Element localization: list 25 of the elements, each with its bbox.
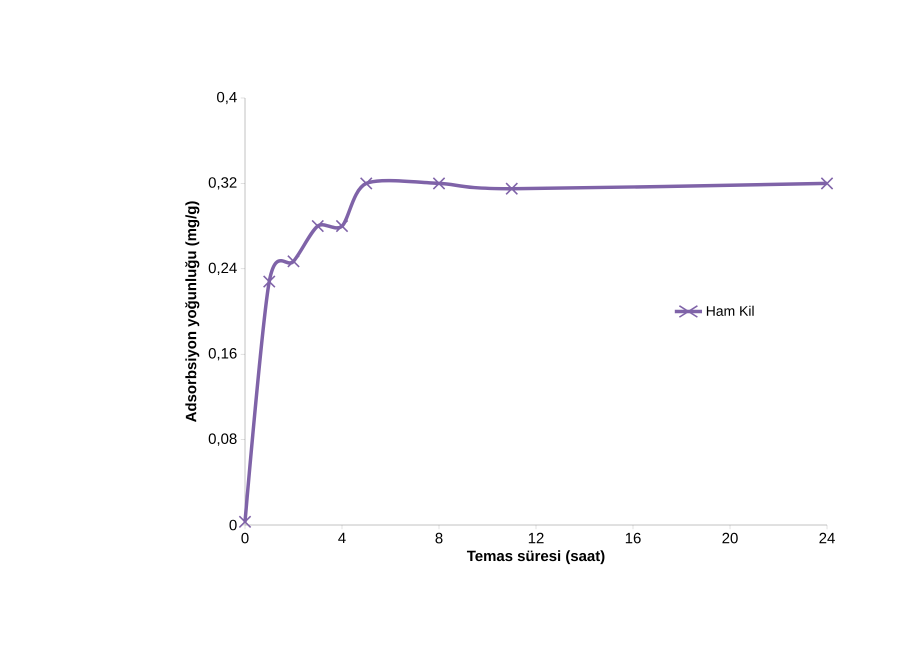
- point: [336, 220, 348, 233]
- legend-label: Ham Kil: [706, 306, 754, 316]
- y-tick-label: 0,24: [208, 262, 237, 275]
- point: [311, 220, 324, 233]
- x-tick-label: 20: [722, 532, 738, 544]
- y-axis-title: Adsorbsiyon yoğunluğu (mg/g): [185, 201, 200, 422]
- point: [505, 182, 518, 196]
- point: [287, 254, 300, 268]
- point: [820, 176, 834, 190]
- x-tick-label: 12: [528, 532, 544, 544]
- x-tick-label: 4: [338, 532, 346, 544]
- y-tick-label: 0,4: [217, 92, 237, 104]
- x-axis-title: Temas süresi (saat): [466, 550, 604, 564]
- y-tick-label: 0,08: [208, 433, 237, 446]
- point: [238, 515, 252, 528]
- point: [360, 176, 373, 190]
- point: [432, 176, 446, 190]
- y-tick-label: 0: [229, 520, 237, 530]
- x-tick-label: 8: [436, 532, 443, 544]
- y-tick-label: 0,32: [208, 177, 236, 190]
- x-tick-label: 0: [241, 532, 249, 544]
- x-tick-label: 24: [819, 532, 835, 544]
- point: [262, 275, 276, 288]
- y-tick-label: 0,16: [208, 348, 237, 360]
- x-tick-label: 16: [626, 532, 641, 544]
